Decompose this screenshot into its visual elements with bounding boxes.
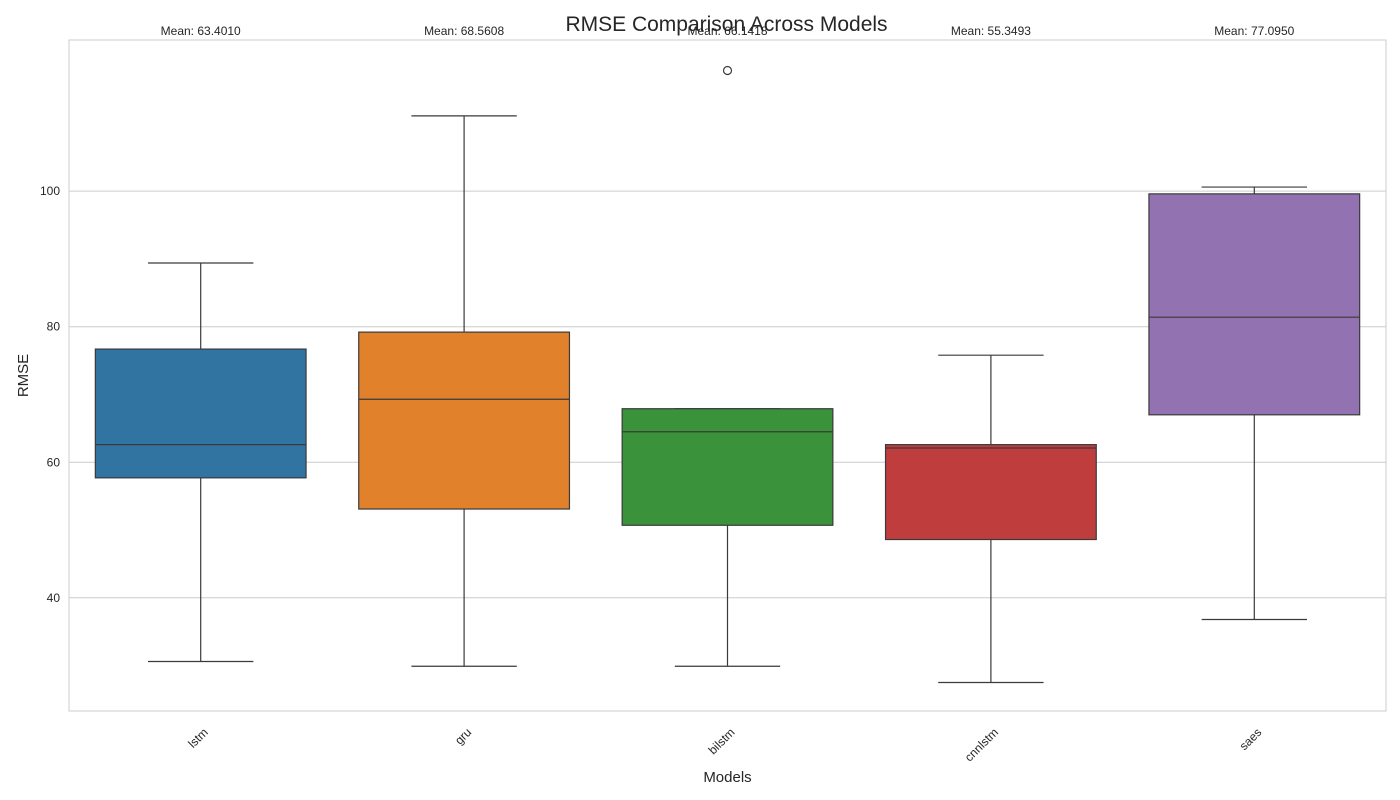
box-saes xyxy=(1148,193,1361,416)
box-gru xyxy=(358,331,571,510)
box-bilstm xyxy=(621,408,834,526)
x-tick-label: cnnlstm xyxy=(962,725,1001,764)
x-tick-label: lstm xyxy=(185,725,210,750)
mean-label: Mean: 63.4010 xyxy=(161,24,241,38)
box-cnnlstm xyxy=(884,444,1097,541)
plot-frame xyxy=(68,39,1387,712)
x-tick-label: saes xyxy=(1237,725,1265,753)
y-tick-label: 80 xyxy=(47,320,61,334)
mean-label: Mean: 66.1418 xyxy=(687,24,767,38)
x-axis-label: Models xyxy=(703,769,751,786)
mean-label: Mean: 55.3493 xyxy=(951,24,1031,38)
y-tick-label: 40 xyxy=(47,591,61,605)
x-tick-label: gru xyxy=(452,725,474,747)
box-lstm xyxy=(94,348,307,479)
y-tick-label: 60 xyxy=(47,455,61,469)
mean-label: Mean: 77.0950 xyxy=(1214,24,1294,38)
x-tick-label: bilstm xyxy=(706,725,738,757)
y-tick-label: 100 xyxy=(40,184,60,198)
mean-label: Mean: 68.5608 xyxy=(424,24,504,38)
y-axis-label: RMSE xyxy=(15,354,32,397)
chart-title: RMSE Comparison Across Models xyxy=(565,13,887,36)
outlier-point xyxy=(722,65,733,76)
